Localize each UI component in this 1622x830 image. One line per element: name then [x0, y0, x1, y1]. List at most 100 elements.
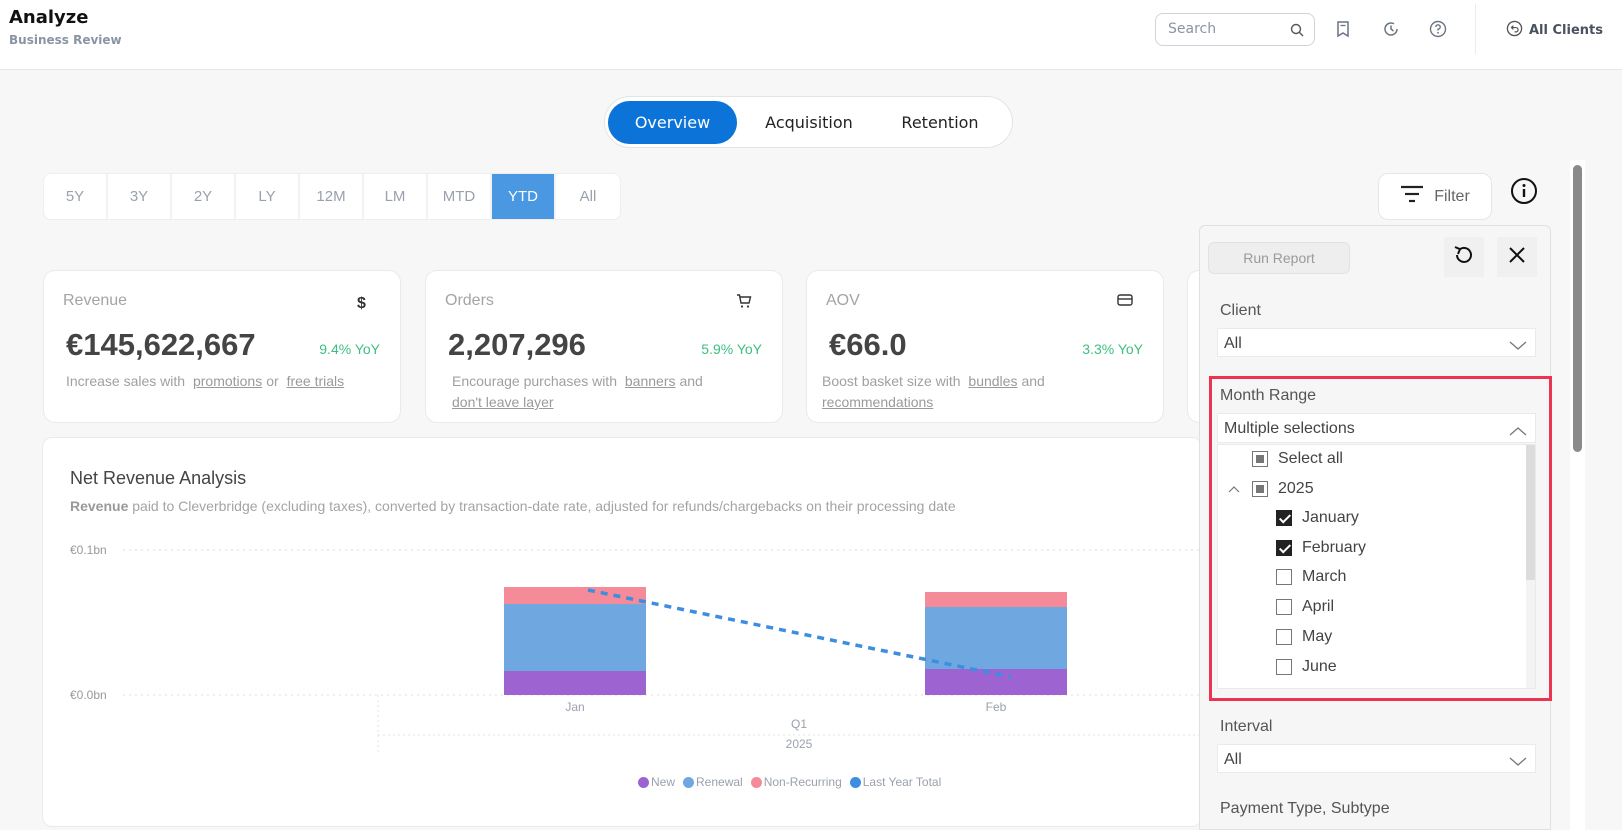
kpi-yoy: 9.4% YoY	[319, 341, 380, 357]
banners-link[interactable]: banners	[624, 373, 676, 389]
range-lm[interactable]: LM	[364, 174, 428, 219]
payment-type-label: Payment Type, Subtype	[1220, 800, 1390, 817]
checkbox-icon[interactable]	[1276, 569, 1292, 585]
checkbox-checked-icon[interactable]	[1276, 540, 1292, 556]
last-year-total-line[interactable]	[587, 588, 1012, 679]
bundles-link[interactable]: bundles	[968, 373, 1018, 389]
time-range-selector: 5Y 3Y 2Y LY 12M LM MTD YTD All	[43, 173, 621, 220]
search-box[interactable]	[1155, 13, 1315, 46]
info-icon[interactable]	[1510, 177, 1538, 205]
recommendations-link[interactable]: recommendations	[822, 394, 934, 410]
month-option-january[interactable]: January	[1276, 506, 1359, 530]
scrollbar-thumb[interactable]	[1526, 445, 1535, 580]
month-option-march[interactable]: March	[1276, 565, 1346, 589]
history-icon[interactable]	[1381, 19, 1401, 39]
kpi-label: Revenue	[63, 292, 128, 309]
checkbox-icon[interactable]	[1276, 659, 1292, 675]
kpi-card-revenue: Revenue $ €145,622,667 9.4% YoY Increase…	[43, 270, 401, 423]
card-icon	[1117, 293, 1133, 312]
option-label: January	[1302, 509, 1359, 526]
stacked-bar-chart: €0.1bn €0.0bn Jan Feb Q1 2025	[70, 543, 1203, 753]
interval-label: Interval	[1220, 718, 1273, 735]
chevron-down-icon	[1509, 338, 1527, 356]
month-option-april[interactable]: April	[1276, 595, 1334, 619]
bar-jan-non-recurring[interactable]	[504, 587, 646, 604]
checkbox-checked-icon[interactable]	[1276, 510, 1292, 526]
kpi-hint: Increase sales with promotions or free tr…	[66, 371, 386, 392]
range-3y[interactable]: 3Y	[108, 174, 172, 219]
client-value: All	[1224, 335, 1242, 352]
legend-item-non-recurring[interactable]: Non-Recurring	[750, 775, 842, 789]
tab-retention[interactable]: Retention	[901, 113, 979, 132]
legend-dot-icon	[638, 776, 649, 788]
select-all-option[interactable]: Select all	[1252, 447, 1343, 471]
option-label: February	[1302, 539, 1367, 556]
legend-dot-icon	[849, 776, 861, 788]
legend-item-renewal[interactable]: Renewal	[683, 775, 743, 789]
range-2y[interactable]: 2Y	[172, 174, 236, 219]
month-range-highlight: Month Range Multiple selections Select a…	[1209, 376, 1552, 701]
tab-overview[interactable]: Overview	[608, 101, 737, 144]
collapse-chevron-icon[interactable]	[1228, 480, 1240, 498]
interval-dropdown[interactable]: All	[1217, 744, 1536, 773]
search-input[interactable]	[1168, 21, 1288, 37]
tab-acquisition[interactable]: Acquisition	[765, 113, 853, 132]
bar-feb-renewal[interactable]	[925, 607, 1067, 669]
close-icon	[1507, 245, 1527, 270]
kpi-yoy: 3.3% YoY	[1082, 341, 1143, 357]
checkbox-icon[interactable]	[1276, 599, 1292, 615]
options-scrollbar[interactable]	[1526, 445, 1535, 688]
chevron-down-icon	[1509, 754, 1527, 772]
page-subtitle: Business Review	[9, 33, 122, 47]
cart-icon	[736, 293, 752, 314]
bar-jan-new[interactable]	[504, 671, 646, 695]
month-range-dropdown[interactable]: Multiple selections	[1217, 413, 1536, 443]
month-option-may[interactable]: May	[1276, 625, 1332, 649]
month-options-list: Select all 2025 January February March A…	[1217, 444, 1536, 689]
filter-panel: Run Report Client All Month Range Multip…	[1199, 225, 1552, 830]
y-tick-label: €0.1bn	[70, 543, 107, 557]
page-scrollbar-thumb[interactable]	[1573, 165, 1582, 452]
month-range-label: Month Range	[1220, 387, 1317, 404]
top-bar: Analyze Business Review All Clients	[0, 0, 1622, 70]
search-icon[interactable]	[1290, 23, 1304, 42]
client-label: Client	[1220, 302, 1261, 319]
chevron-up-icon	[1509, 423, 1527, 441]
range-mtd[interactable]: MTD	[428, 174, 492, 219]
bar-jan-renewal[interactable]	[504, 604, 646, 671]
dont-leave-layer-link[interactable]: don't leave layer	[452, 394, 554, 410]
bookmark-icon[interactable]	[1333, 19, 1353, 39]
bar-feb-non-recurring[interactable]	[925, 592, 1067, 607]
range-ly[interactable]: LY	[236, 174, 300, 219]
close-panel-button[interactable]	[1497, 237, 1537, 277]
legend-item-new[interactable]: New	[638, 775, 675, 789]
legend-label: Last Year Total	[862, 775, 942, 789]
promotions-link[interactable]: promotions	[192, 373, 263, 389]
x-tick-label: Feb	[986, 700, 1007, 714]
all-clients-label: All Clients	[1529, 23, 1603, 38]
option-label: 2025	[1278, 480, 1314, 497]
range-all[interactable]: All	[579, 188, 597, 205]
reset-button[interactable]	[1444, 237, 1484, 277]
month-option-june[interactable]: June	[1276, 655, 1337, 679]
run-report-button[interactable]: Run Report	[1208, 242, 1350, 274]
month-option-february[interactable]: February	[1276, 536, 1366, 560]
kpi-value: 2,207,296	[448, 327, 586, 362]
client-dropdown[interactable]: All	[1217, 328, 1536, 357]
checkbox-icon[interactable]	[1276, 629, 1292, 645]
year-2025-option[interactable]: 2025	[1228, 477, 1314, 501]
legend-item-last-year-total[interactable]: Last Year Total	[849, 775, 942, 789]
checkbox-partial-icon[interactable]	[1252, 451, 1268, 467]
legend-label: Non-Recurring	[763, 775, 842, 789]
checkbox-partial-icon[interactable]	[1252, 481, 1268, 497]
all-clients-button[interactable]: All Clients	[1506, 20, 1603, 41]
range-ytd[interactable]: YTD	[492, 174, 556, 219]
range-12m[interactable]: 12M	[300, 174, 364, 219]
filter-button[interactable]: Filter	[1378, 173, 1492, 220]
help-icon[interactable]	[1428, 19, 1448, 39]
hint-joiner: or	[266, 373, 279, 389]
free-trials-link[interactable]: free trials	[286, 373, 345, 389]
net-revenue-chart-card: Net Revenue Analysis Revenue paid to Cle…	[42, 437, 1203, 827]
chart-description: Revenue paid to Cleverbridge (excluding …	[70, 498, 956, 514]
range-5y[interactable]: 5Y	[44, 174, 108, 219]
